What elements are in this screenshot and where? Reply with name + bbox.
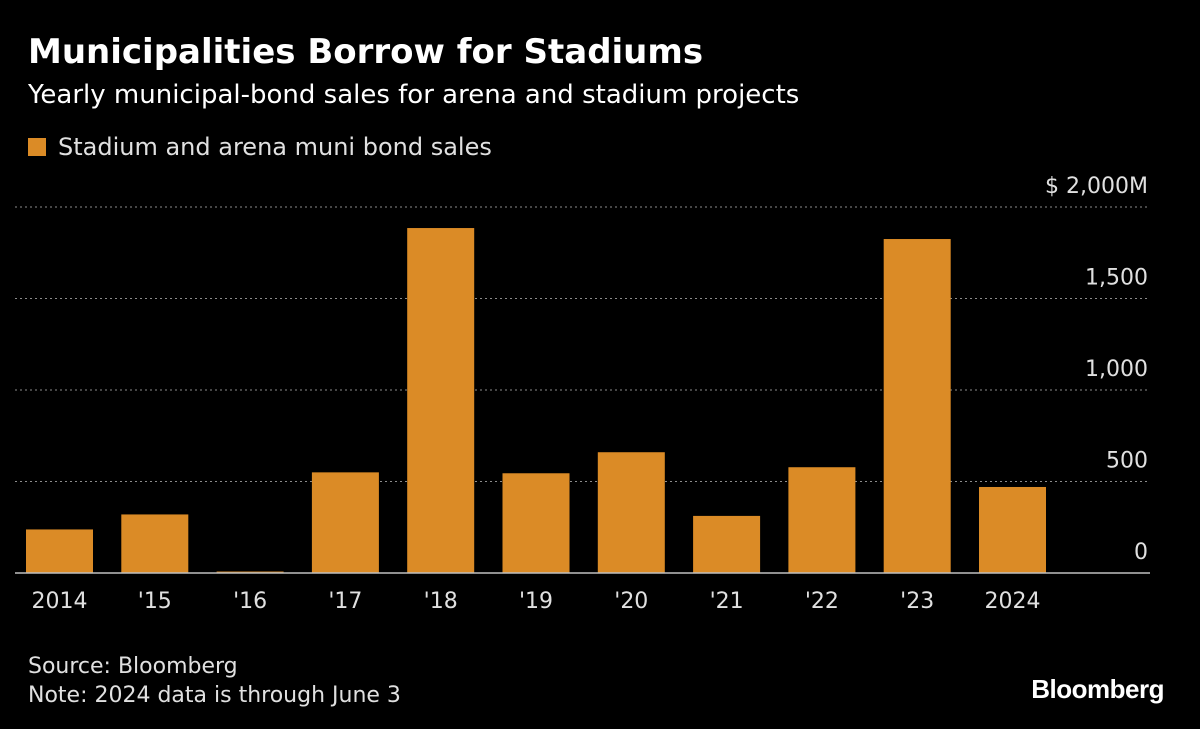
bar xyxy=(311,472,379,573)
x-tick-label: '16 xyxy=(233,589,267,614)
x-tick-label: '15 xyxy=(138,589,172,614)
source-note: Source: Bloomberg xyxy=(28,654,238,679)
x-tick-label: '19 xyxy=(519,589,553,614)
bar xyxy=(407,228,475,574)
y-tick-label: $ 2,000M xyxy=(1045,174,1148,199)
chart-subtitle: Yearly municipal-bond sales for arena an… xyxy=(28,80,800,110)
y-tick-label: 1,000 xyxy=(1085,357,1148,382)
footer: Source: Bloomberg Note: 2024 data is thr… xyxy=(28,652,401,710)
x-tick-label: '17 xyxy=(328,589,362,614)
bar xyxy=(502,473,570,573)
x-tick-label: '20 xyxy=(614,589,648,614)
legend-swatch xyxy=(28,138,46,156)
data-note: Note: 2024 data is through June 3 xyxy=(28,683,401,708)
x-tick-label: '23 xyxy=(900,589,934,614)
bar xyxy=(693,515,761,573)
bar xyxy=(788,467,856,573)
bar xyxy=(26,529,93,573)
x-tick-label: '22 xyxy=(805,589,839,614)
chart-title: Municipalities Borrow for Stadiums xyxy=(28,32,704,72)
y-tick-label: 1,500 xyxy=(1085,266,1148,291)
bloomberg-logo: Bloomberg xyxy=(1031,674,1164,704)
bar xyxy=(883,239,951,573)
x-tick-label: '18 xyxy=(424,589,458,614)
bar xyxy=(121,514,189,573)
y-tick-label: 500 xyxy=(1106,449,1148,474)
legend-label: Stadium and arena muni bond sales xyxy=(58,133,492,161)
bar xyxy=(597,452,665,573)
x-tick-label: 2024 xyxy=(985,589,1041,614)
x-tick-label: '21 xyxy=(710,589,744,614)
bar xyxy=(979,486,1046,573)
legend: Stadium and arena muni bond sales xyxy=(28,133,492,161)
x-tick-label: 2014 xyxy=(32,589,88,614)
y-tick-label: 0 xyxy=(1134,540,1148,565)
